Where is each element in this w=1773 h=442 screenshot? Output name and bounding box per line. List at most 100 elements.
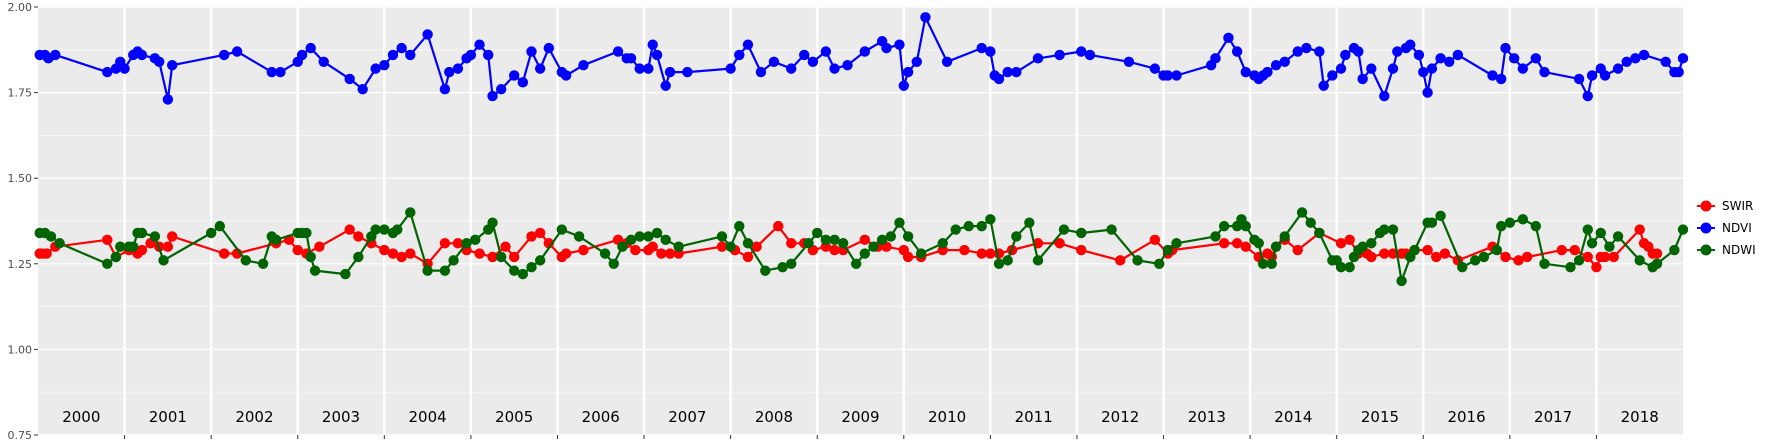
x-axis <box>124 435 1597 439</box>
data-point <box>1470 255 1481 266</box>
data-point <box>344 73 355 85</box>
data-point <box>1573 73 1585 85</box>
data-point <box>1357 241 1368 252</box>
data-point <box>218 248 230 259</box>
data-point <box>556 224 568 235</box>
data-point <box>1292 46 1303 57</box>
data-point <box>660 234 671 246</box>
data-point <box>1366 63 1377 74</box>
data-point <box>1011 66 1022 78</box>
data-point <box>128 241 139 252</box>
data-point <box>1409 244 1420 256</box>
data-point <box>1599 251 1611 263</box>
data-point <box>993 73 1005 85</box>
data-point <box>508 265 520 276</box>
data-point <box>1539 66 1550 78</box>
data-point <box>41 248 52 259</box>
data-point <box>1595 227 1606 239</box>
data-point <box>1149 234 1161 246</box>
data-point <box>1435 53 1446 64</box>
data-point <box>344 224 355 235</box>
data-point <box>1573 255 1585 266</box>
data-point <box>1076 46 1087 57</box>
data-point <box>625 53 637 64</box>
data-point <box>379 60 390 71</box>
data-point <box>773 220 784 232</box>
data-point <box>1262 66 1273 78</box>
data-point <box>1054 49 1065 61</box>
data-point <box>1115 255 1126 266</box>
data-point <box>1444 56 1455 67</box>
data-point <box>786 258 797 269</box>
data-point <box>876 234 888 246</box>
data-point <box>902 66 914 78</box>
data-point <box>1218 220 1230 232</box>
data-point <box>1344 234 1355 246</box>
data-point <box>1366 238 1377 249</box>
data-point <box>1379 248 1390 259</box>
data-point <box>1318 80 1329 91</box>
data-point <box>1457 262 1468 273</box>
data-point <box>664 248 676 259</box>
legend-label: NDWI <box>1722 243 1756 257</box>
series-ndvi <box>34 12 1689 105</box>
data-point <box>920 12 931 23</box>
data-point <box>1058 224 1070 235</box>
data-point <box>136 49 148 61</box>
data-point <box>405 248 416 259</box>
data-point <box>292 244 303 256</box>
data-point <box>993 258 1005 269</box>
data-point <box>1335 63 1347 74</box>
legend-item-swir[interactable]: SWIR <box>1697 199 1753 213</box>
legend-item-ndwi[interactable]: NDWI <box>1697 243 1756 257</box>
data-point <box>911 56 922 67</box>
data-point <box>976 248 987 259</box>
data-point <box>1366 251 1377 263</box>
data-point <box>1379 90 1390 102</box>
data-point <box>915 248 927 259</box>
data-point <box>902 251 914 263</box>
data-point <box>963 220 974 232</box>
data-point <box>487 251 498 263</box>
data-point <box>612 46 624 57</box>
data-point <box>396 42 407 54</box>
data-point <box>379 244 390 256</box>
legend[interactable]: SWIR NDVI NDWI <box>1697 199 1756 257</box>
data-point <box>578 60 589 71</box>
year-label: 2003 <box>322 408 360 426</box>
data-point <box>474 248 485 259</box>
data-point <box>807 56 819 67</box>
data-point <box>651 49 663 61</box>
data-point <box>461 238 472 249</box>
data-point <box>119 63 130 74</box>
year-label: 2007 <box>668 408 706 426</box>
data-point <box>1032 53 1044 64</box>
data-point <box>1171 238 1182 249</box>
data-point <box>231 46 243 57</box>
data-point <box>634 231 645 242</box>
data-point <box>1591 262 1602 273</box>
data-point <box>1651 258 1663 269</box>
data-point <box>526 46 537 57</box>
y-tick-label: 2.00 <box>8 1 33 14</box>
data-point <box>985 214 996 225</box>
data-point <box>1279 56 1290 67</box>
data-point <box>1521 251 1533 263</box>
data-point <box>1253 238 1264 249</box>
data-point <box>214 220 226 232</box>
data-point <box>396 251 407 263</box>
data-point <box>777 262 788 273</box>
data-point <box>1024 217 1035 228</box>
data-point <box>218 49 230 61</box>
data-point <box>444 66 455 78</box>
data-point <box>1582 251 1593 263</box>
legend-item-ndvi[interactable]: NDVI <box>1697 221 1752 235</box>
data-point <box>1132 255 1143 266</box>
data-point <box>1634 255 1645 266</box>
data-point <box>387 49 399 61</box>
data-point <box>812 227 823 239</box>
data-point <box>829 244 840 256</box>
data-point <box>1392 46 1403 57</box>
data-point <box>205 227 217 239</box>
year-label: 2005 <box>495 408 533 426</box>
